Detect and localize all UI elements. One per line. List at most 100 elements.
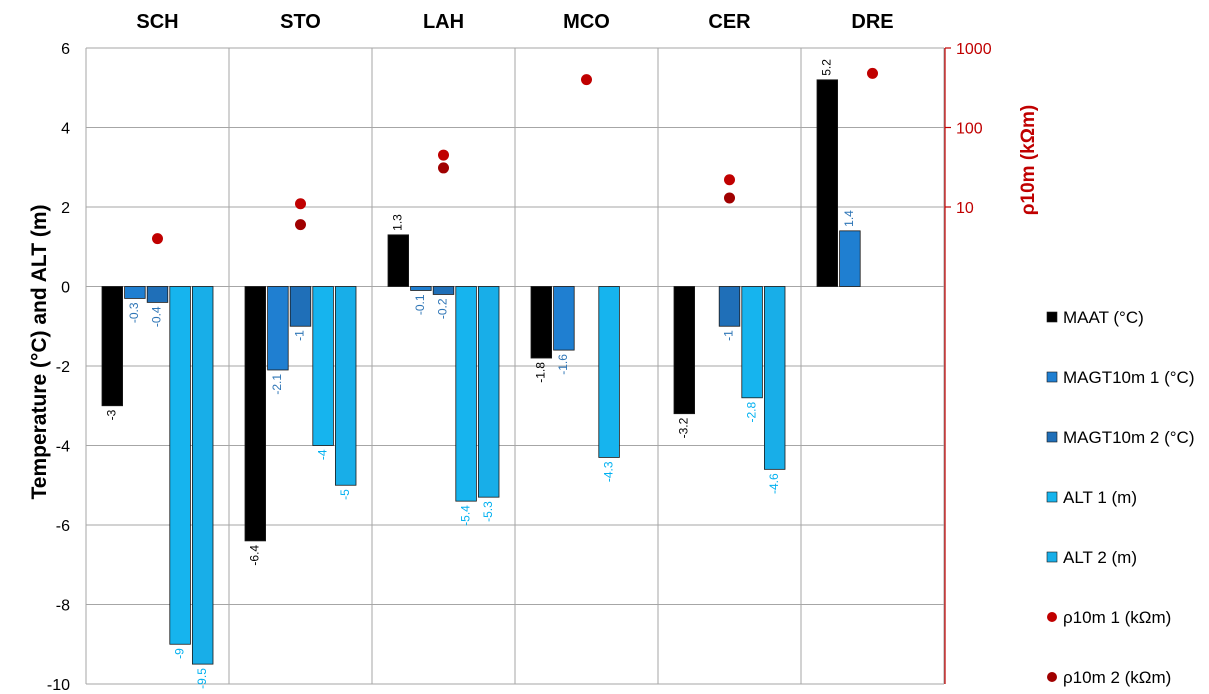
point-dre-rho-1 bbox=[867, 67, 878, 79]
station-label-sch: SCH bbox=[136, 11, 178, 33]
bar-data-label: -5 bbox=[338, 489, 352, 500]
bar-data-label: -0.4 bbox=[150, 306, 164, 327]
bar-mco-series-2 bbox=[553, 286, 575, 351]
bar-sto-series-1 bbox=[244, 286, 267, 542]
bar-data-label: -1.8 bbox=[533, 362, 547, 383]
bar-sto-series-3 bbox=[289, 286, 312, 327]
bar-lah-series-4 bbox=[455, 286, 477, 502]
right-tick-label: 10 bbox=[956, 200, 974, 217]
legend-swatch bbox=[1046, 371, 1058, 383]
bar-mco-series-1 bbox=[530, 286, 553, 359]
point-sch-rho-1 bbox=[152, 233, 163, 245]
bar-data-label: 1.4 bbox=[842, 210, 856, 227]
bar-sto-series-4 bbox=[312, 286, 334, 446]
legend-swatch bbox=[1046, 431, 1058, 443]
bar-data-label: -4.3 bbox=[601, 461, 615, 482]
station-label-dre: DRE bbox=[851, 11, 893, 33]
bar-data-label: -0.3 bbox=[127, 302, 141, 323]
left-tick-label: 4 bbox=[61, 121, 70, 138]
point-cer-rho-1 bbox=[724, 174, 735, 186]
bar-data-label: -9 bbox=[172, 648, 186, 659]
bar-data-label: -6.4 bbox=[247, 545, 261, 566]
point-lah-rho-1 bbox=[438, 149, 449, 161]
point-sto-rho-2 bbox=[295, 219, 306, 231]
bar-cer-series-1 bbox=[673, 286, 696, 415]
bar-data-label: -1.6 bbox=[556, 354, 570, 375]
station-label-cer: CER bbox=[708, 11, 751, 33]
legend-marker bbox=[1047, 672, 1057, 682]
bar-mco-series-4 bbox=[598, 286, 620, 458]
right-axis: 10 100 1000 bbox=[944, 41, 992, 684]
bar-data-label: -4 bbox=[315, 449, 329, 460]
bar-sto-series-5 bbox=[334, 286, 357, 486]
legend-marker bbox=[1047, 612, 1057, 622]
bar-cer-series-5 bbox=[764, 286, 786, 470]
point-sto-rho-1 bbox=[295, 198, 306, 210]
legend-label: MAGT10m 1 (°C) bbox=[1063, 368, 1194, 387]
bar-data-label: -1 bbox=[722, 330, 736, 341]
left-tick-label: 6 bbox=[61, 41, 70, 58]
left-tick-label: -10 bbox=[47, 677, 70, 694]
bar-data-label: -2.8 bbox=[744, 401, 758, 422]
bar-data-label: -3.2 bbox=[676, 417, 690, 438]
bar-data-labels: -3 -6.4 1.3 -1.8 -3.2 5.2 -0.3 -2.1 -0.1 -1.6 1.4 -… bbox=[104, 59, 856, 689]
station-label-sto: STO bbox=[280, 11, 321, 33]
legend-label: MAAT (°C) bbox=[1063, 308, 1144, 327]
bar-series bbox=[101, 79, 861, 665]
point-lah-rho-2 bbox=[438, 162, 449, 174]
bar-dre-series-2 bbox=[839, 230, 861, 287]
right-tick-label: 1000 bbox=[956, 41, 992, 58]
bar-data-label: -4.6 bbox=[767, 473, 781, 494]
left-tick-label: 2 bbox=[61, 200, 70, 217]
left-tick-label: 0 bbox=[61, 280, 70, 297]
bar-lah-series-1 bbox=[387, 234, 410, 287]
legend-swatch bbox=[1046, 491, 1058, 503]
bar-data-label: -3 bbox=[104, 409, 118, 420]
bar-data-label: -5.3 bbox=[481, 501, 495, 522]
bar-data-label: -2.1 bbox=[270, 374, 284, 395]
bar-data-label: -0.1 bbox=[413, 294, 427, 315]
bar-sch-series-1 bbox=[101, 286, 124, 407]
station-labels: SCH STO LAH MCO CER DRE bbox=[136, 11, 893, 33]
station-label-lah: LAH bbox=[423, 11, 464, 33]
left-axis-ticks: -10 -8 -6 -4 -2 0 2 4 6 bbox=[47, 41, 70, 694]
right-axis-title: ρ10m (kΩm) bbox=[1018, 105, 1039, 215]
bar-data-label: -9.5 bbox=[195, 668, 209, 689]
bar-sto-series-2 bbox=[267, 286, 289, 371]
scatter-series bbox=[152, 67, 878, 245]
bar-sch-series-2 bbox=[124, 286, 146, 299]
right-tick-label: 100 bbox=[956, 121, 983, 138]
bar-lah-series-3 bbox=[432, 286, 455, 295]
legend-label: MAGT10m 2 (°C) bbox=[1063, 428, 1194, 447]
bar-sch-series-4 bbox=[169, 286, 191, 645]
bar-dre-series-1 bbox=[816, 79, 839, 287]
legend-swatch bbox=[1046, 311, 1058, 323]
plot-grid bbox=[85, 47, 945, 685]
bar-data-label: -1 bbox=[293, 330, 307, 341]
bar-data-label: -5.4 bbox=[458, 505, 472, 526]
left-tick-label: -2 bbox=[56, 359, 70, 376]
legend-swatch bbox=[1046, 551, 1058, 563]
left-tick-label: -6 bbox=[56, 518, 70, 535]
left-axis-title: Temperature (°C) and ALT (m) bbox=[28, 204, 51, 499]
point-mco-rho-1 bbox=[581, 74, 592, 86]
bar-cer-series-3 bbox=[718, 286, 741, 327]
bar-data-label: 1.3 bbox=[390, 214, 404, 231]
bar-sch-series-5 bbox=[191, 286, 214, 665]
legend: MAAT (°C) MAGT10m 1 (°C) MAGT10m 2 (°C) ALT… bbox=[1046, 308, 1194, 687]
bar-data-label: 5.2 bbox=[819, 59, 833, 76]
legend-label: ALT 2 (m) bbox=[1063, 548, 1137, 567]
legend-label: ALT 1 (m) bbox=[1063, 488, 1137, 507]
bar-cer-series-4 bbox=[741, 286, 763, 399]
bar-lah-series-5 bbox=[477, 286, 500, 498]
bar-lah-series-2 bbox=[410, 286, 432, 291]
bar-sch-series-3 bbox=[146, 286, 169, 303]
bar-data-label: -0.2 bbox=[436, 298, 450, 319]
left-tick-label: -8 bbox=[56, 598, 70, 615]
station-label-mco: MCO bbox=[563, 11, 610, 33]
legend-label: ρ10m 2 (kΩm) bbox=[1063, 668, 1171, 687]
point-cer-rho-2 bbox=[724, 192, 735, 204]
left-tick-label: -4 bbox=[56, 439, 70, 456]
legend-label: ρ10m 1 (kΩm) bbox=[1063, 608, 1171, 627]
